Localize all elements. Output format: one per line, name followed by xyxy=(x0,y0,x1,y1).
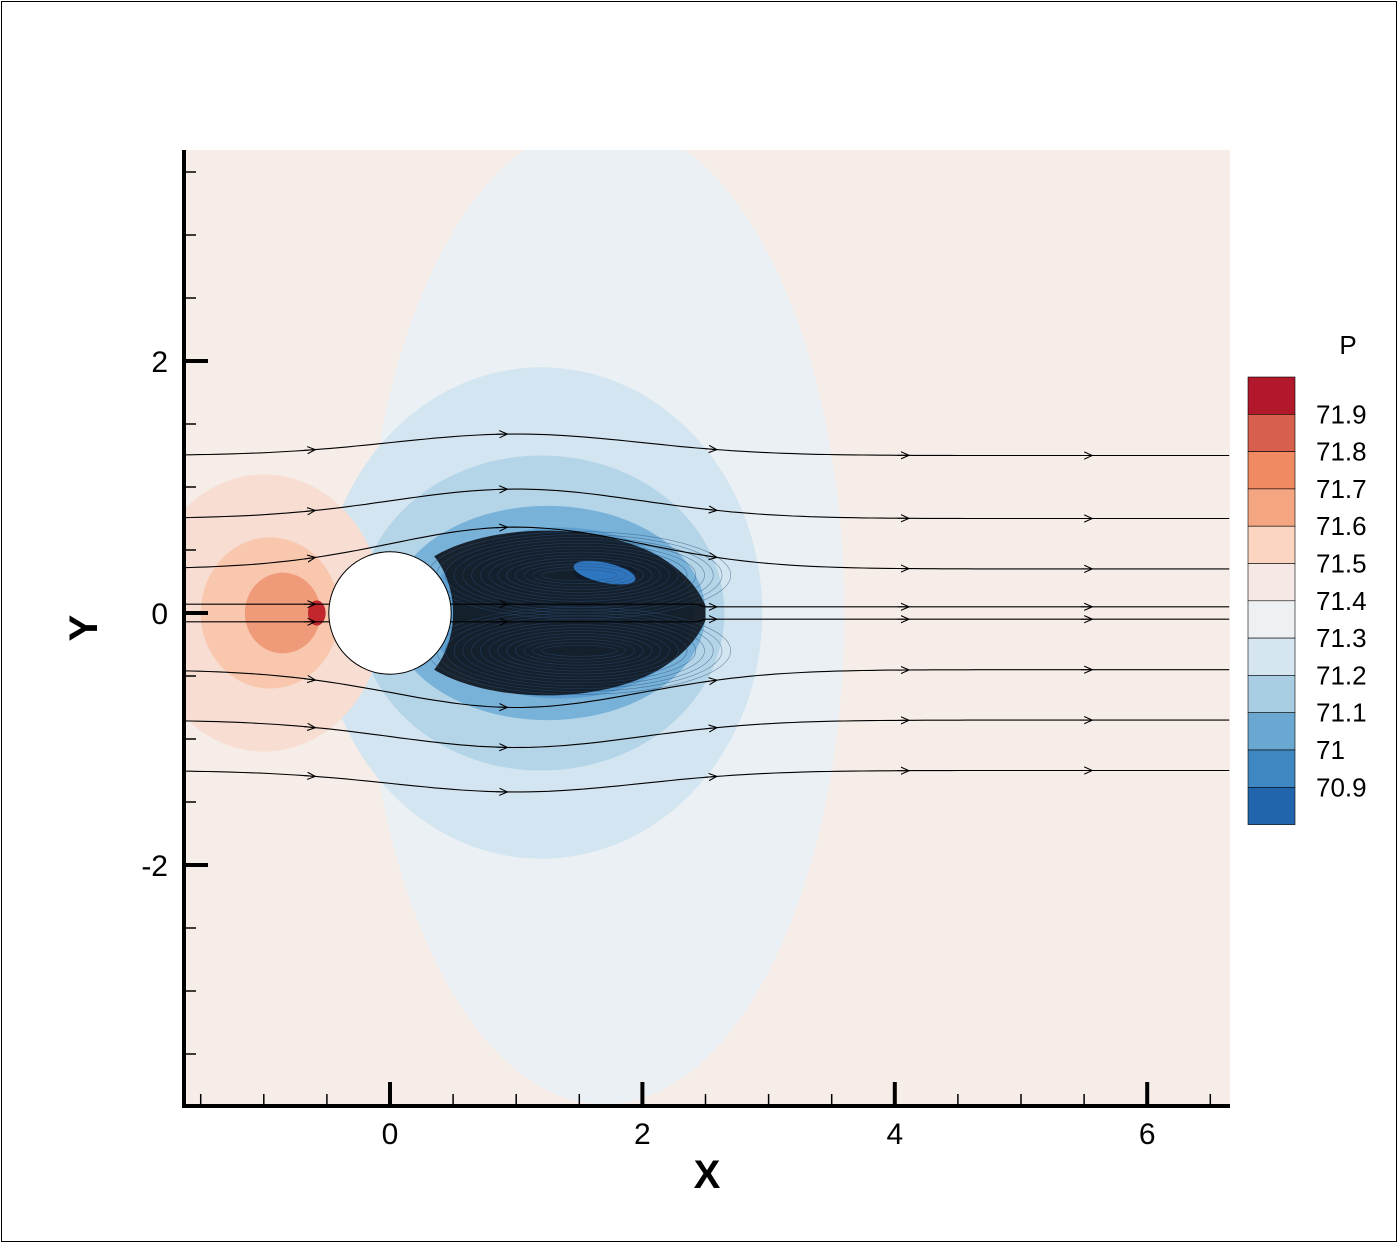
streamline-arrow xyxy=(705,509,715,510)
plot-area xyxy=(184,150,1230,1106)
legend-label: 71.1 xyxy=(1316,698,1367,728)
x-axis-title: X xyxy=(694,1153,721,1197)
wake-swirl-upper xyxy=(497,554,662,596)
legend-swatch xyxy=(1247,525,1296,564)
legend-label: 71.3 xyxy=(1316,623,1367,653)
axes: 0 2 4 6 -2 0 2 X Y xyxy=(62,150,1230,1197)
wake-swirl-lower xyxy=(506,633,653,669)
wake-swirl-lower xyxy=(523,639,635,663)
streamline-arrow xyxy=(705,728,715,729)
wake-swirl-lower xyxy=(541,644,618,657)
y-ticks: -2 0 2 xyxy=(141,171,208,1055)
streamline-arrow xyxy=(303,727,313,728)
legend-swatch xyxy=(1247,749,1296,788)
streamline-arrow xyxy=(303,558,313,559)
wake-swirl-lower xyxy=(479,624,679,678)
streamline-arrow xyxy=(705,449,715,450)
legend-label: 71.4 xyxy=(1316,586,1367,616)
wake-swirl-upper xyxy=(479,548,679,602)
x-tick-label: 0 xyxy=(382,1118,399,1151)
color-legend: P 71.971.871.771.671.571.471.371.271.171… xyxy=(1247,330,1367,825)
legend-swatch xyxy=(1247,712,1296,751)
legend-swatch xyxy=(1247,563,1296,602)
x-tick-label: 6 xyxy=(1139,1118,1156,1151)
y-tick-label: -2 xyxy=(141,850,168,883)
legend-swatch xyxy=(1247,376,1296,415)
recirculation-wake xyxy=(427,530,732,696)
streamline-arrow xyxy=(303,511,313,512)
streamline-arrow xyxy=(705,681,715,682)
y-tick-label: 2 xyxy=(151,346,168,379)
legend-label: 71.7 xyxy=(1316,474,1367,504)
cylinder-obstacle xyxy=(328,551,452,675)
wake-swirl-upper xyxy=(488,551,670,599)
legend-swatch xyxy=(1247,637,1296,676)
x-ticks: 0 2 4 6 xyxy=(199,1082,1212,1151)
streamline-arrow xyxy=(303,776,313,777)
streamline-arrow xyxy=(303,679,313,680)
wake-swirl-lower xyxy=(488,627,670,675)
y-tick-label: 0 xyxy=(151,598,168,631)
legend-label: 71.5 xyxy=(1316,549,1367,579)
streamline-arrow xyxy=(705,556,715,557)
wake-swirl-upper xyxy=(514,560,644,590)
x-tick-label: 2 xyxy=(634,1118,651,1151)
wake-swirl-lower xyxy=(497,630,662,672)
wake-swirl-upper xyxy=(532,566,627,584)
legend-label: 71.8 xyxy=(1316,437,1367,467)
legend-swatch xyxy=(1247,675,1296,714)
y-axis-title: Y xyxy=(62,614,106,641)
legend-labels: 71.9 71.8 71.7 71.6 71.5 71.4 71.3 71.2 71.1 71 70… xyxy=(1316,399,1367,802)
wake-swirl-upper xyxy=(523,563,635,587)
legend-swatch xyxy=(1247,488,1296,527)
legend-label: 71.9 xyxy=(1316,399,1367,429)
x-tick-label: 4 xyxy=(886,1118,903,1151)
contour-level-8 xyxy=(244,572,321,654)
legend-label: 71 xyxy=(1316,735,1345,765)
wake-swirl-lower xyxy=(532,642,627,660)
legend-label: 71.2 xyxy=(1316,660,1367,690)
wake-swirl-lower xyxy=(514,636,644,666)
legend-swatch xyxy=(1247,786,1296,825)
streamline-arrow xyxy=(303,450,313,451)
legend-swatch xyxy=(1247,413,1296,452)
wake-swirl-lower xyxy=(445,612,714,689)
legend-label: 71.6 xyxy=(1316,511,1367,541)
legend-label: 70.9 xyxy=(1316,772,1367,802)
legend-swatch xyxy=(1247,451,1296,490)
legend-swatch xyxy=(1247,600,1296,639)
streamline-arrow xyxy=(705,777,715,778)
legend-title: P xyxy=(1339,330,1356,360)
legend-swatches xyxy=(1247,376,1296,825)
wake-swirl-upper xyxy=(541,569,618,582)
wake-swirl-upper xyxy=(506,557,653,593)
